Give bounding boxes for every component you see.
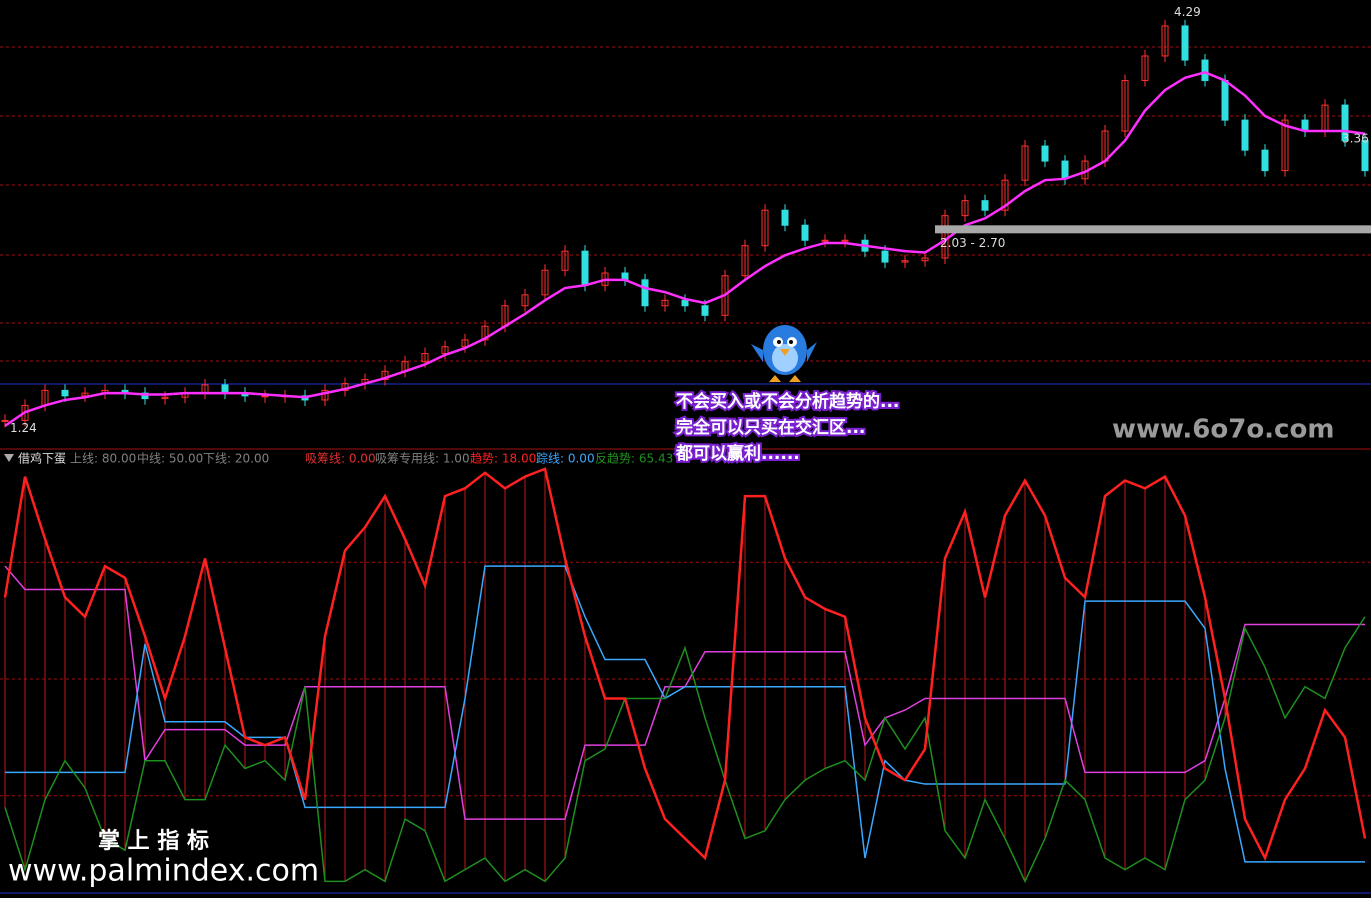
candle <box>881 250 889 263</box>
candle <box>321 389 329 401</box>
level-label: 上线: 80.00 <box>70 452 136 466</box>
watermark: www.6o7o.com <box>1112 415 1334 445</box>
candle <box>1281 119 1289 172</box>
candle <box>1 419 9 422</box>
bird-icon <box>751 325 817 382</box>
overlay-line: 不会买入或不会分析趋势的... <box>676 391 899 412</box>
candle <box>421 353 429 363</box>
candle <box>1241 119 1249 151</box>
candle <box>821 239 829 242</box>
last-label: 3.36 <box>1342 132 1369 146</box>
legend-entry: 踪线: 0.00 <box>536 452 595 466</box>
indicator-title: 借鸡下蛋 <box>18 451 66 466</box>
candle <box>1341 104 1349 142</box>
indicator-panel: 借鸡下蛋 上线: 80.00 中线: 50.00 下线: 20.00 吸筹线: 0.00… <box>0 451 1371 884</box>
candle <box>1221 80 1229 121</box>
collapse-icon <box>4 454 14 462</box>
candle <box>1201 59 1209 82</box>
candle <box>981 200 989 211</box>
candle <box>641 279 649 307</box>
candle <box>921 257 929 262</box>
upper-grid <box>0 46 1371 894</box>
candle <box>561 250 569 271</box>
candle <box>1361 140 1369 172</box>
candle <box>841 239 849 242</box>
overlay-line: 完全可以只买在交汇区... <box>676 417 865 438</box>
candle <box>441 346 449 355</box>
low-label: 1.24 <box>10 421 37 435</box>
url: www.palmindex.com <box>8 854 319 889</box>
candle <box>541 269 549 296</box>
indicator-line <box>3 467 1367 862</box>
header-item: 吸筹线: 0.00 <box>305 452 376 466</box>
range-label: 2.03 - 2.70 <box>940 236 1005 250</box>
overlay-line: 都可以赢利...... <box>675 443 800 464</box>
candle <box>61 389 69 397</box>
candle <box>1021 145 1029 181</box>
candle <box>741 245 749 277</box>
overlay-text: 不会买入或不会分析趋势的... 完全可以只买在交汇区... 都可以赢利.....… <box>673 389 901 466</box>
range-bar <box>935 225 1371 234</box>
candle <box>81 392 89 397</box>
candle <box>661 299 669 307</box>
candle <box>961 200 969 217</box>
candle <box>901 260 909 263</box>
candle <box>161 396 169 400</box>
candle <box>1141 55 1149 82</box>
high-label: 4.29 <box>1174 5 1201 19</box>
price-panel: 2.03 - 2.70 4.29 3.36 1.24 <box>1 5 1371 435</box>
candle <box>1041 145 1049 162</box>
candle <box>1001 179 1009 211</box>
candle <box>681 299 689 307</box>
candle <box>701 305 709 316</box>
candle <box>381 370 389 380</box>
candle <box>1061 160 1069 180</box>
indicator-line <box>5 565 1365 863</box>
candle <box>1261 149 1269 172</box>
legend-entry: 反趋势: 65.43 <box>595 452 673 466</box>
candle <box>801 224 809 241</box>
brand: 掌 上 指 标 <box>98 828 209 854</box>
legend-entry: 趋势: 18.00 <box>470 452 536 466</box>
candle <box>521 294 529 307</box>
indicator-line <box>4 616 1366 884</box>
candle <box>581 250 589 286</box>
header-item: 吸筹专用线: 1.00 <box>375 451 470 466</box>
candle <box>261 395 269 398</box>
moving-average <box>4 71 1366 427</box>
candle <box>781 209 789 226</box>
candle <box>1121 80 1129 132</box>
level-label: 中线: 50.00 <box>137 451 203 466</box>
candle <box>1161 25 1169 57</box>
candle <box>141 392 149 400</box>
candle <box>761 209 769 247</box>
candle <box>1181 25 1189 61</box>
level-label: 下线: 20.00 <box>203 452 269 466</box>
